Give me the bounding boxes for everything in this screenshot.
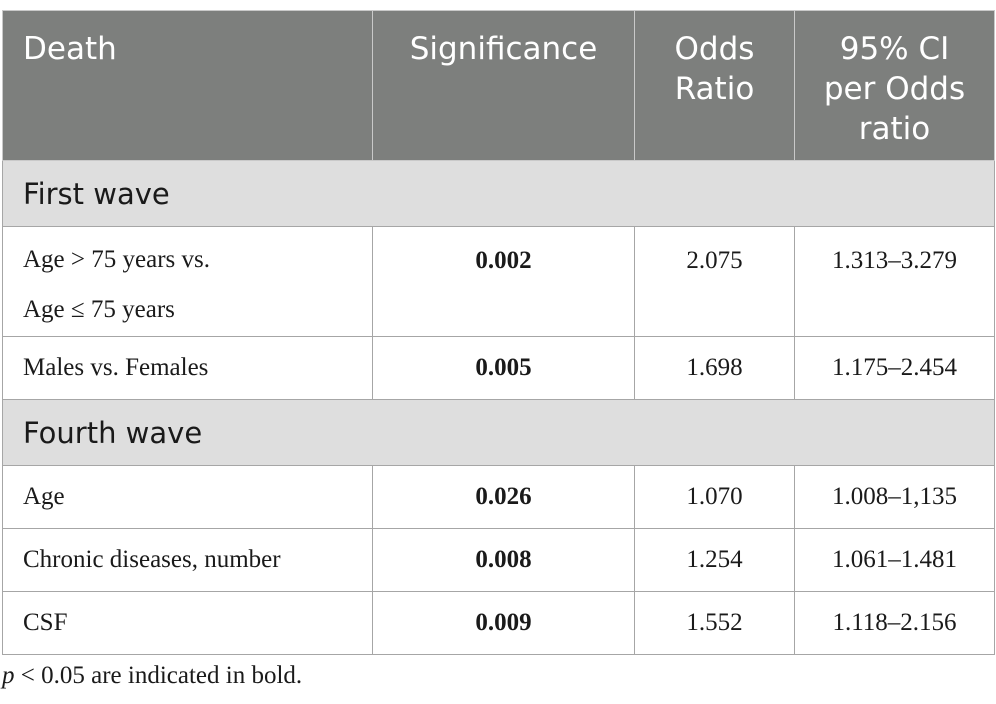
table-row: CSF 0.009 1.552 1.118–2.156 [2,591,995,655]
significance-cell: 0.002 [372,226,635,337]
significance-cell: 0.026 [372,465,635,529]
section-row-first-wave: First wave [2,160,995,227]
odds-ratio-cell: 1.698 [634,336,795,400]
section-title: First wave [2,160,995,227]
header-confidence-interval: 95% CI per Odds ratio [794,10,995,161]
header-death: Death [2,10,373,161]
significance-cell: 0.009 [372,591,635,655]
footnote-text: < 0.05 are indicated in bold. [14,662,303,689]
section-title: Fourth wave [2,399,995,466]
table-row: Age > 75 years vs. Age ≤ 75 years 0.002 … [2,226,995,337]
ci-cell: 1.175–2.454 [794,336,995,400]
table-row: Males vs. Females 0.005 1.698 1.175–2.45… [2,336,995,400]
table-row: Age 0.026 1.070 1.008–1,135 [2,465,995,529]
row-label: Males vs. Females [2,336,373,400]
significance-cell: 0.005 [372,336,635,400]
p-value-symbol: p [2,662,15,689]
results-table: Death Significance Odds Ratio 95% CI per… [2,10,995,655]
table-row: Chronic diseases, number 0.008 1.254 1.0… [2,528,995,592]
ci-cell: 1.118–2.156 [794,591,995,655]
ci-cell: 1.008–1,135 [794,465,995,529]
row-label: Age [2,465,373,529]
section-row-fourth-wave: Fourth wave [2,399,995,466]
row-label: CSF [2,591,373,655]
table-footnote: p < 0.05 are indicated in bold. [2,662,302,690]
row-label: Age > 75 years vs. Age ≤ 75 years [2,226,373,337]
ci-cell: 1.061–1.481 [794,528,995,592]
table-header-row: Death Significance Odds Ratio 95% CI per… [2,10,995,161]
odds-ratio-cell: 2.075 [634,226,795,337]
header-significance: Significance [372,10,635,161]
ci-cell: 1.313–3.279 [794,226,995,337]
significance-cell: 0.008 [372,528,635,592]
odds-ratio-cell: 1.070 [634,465,795,529]
row-label: Chronic diseases, number [2,528,373,592]
odds-ratio-cell: 1.254 [634,528,795,592]
odds-ratio-cell: 1.552 [634,591,795,655]
header-odds-ratio: Odds Ratio [634,10,795,161]
